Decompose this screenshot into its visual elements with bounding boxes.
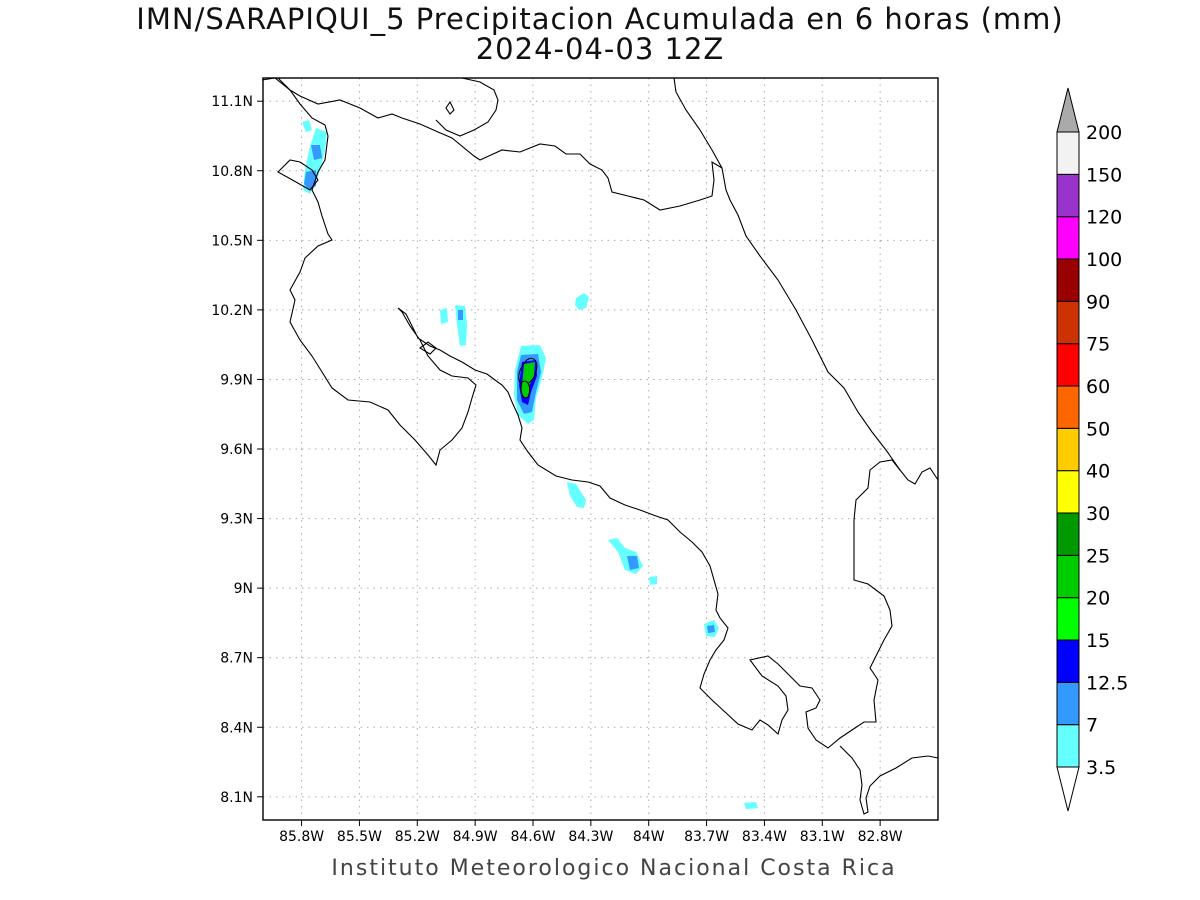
colorbar-label: 30 bbox=[1086, 503, 1110, 525]
precip-cell-northwest bbox=[302, 120, 327, 194]
colorbar-swatch bbox=[1056, 343, 1080, 387]
coastline-pacific bbox=[277, 77, 939, 749]
coastline-nw-peninsula bbox=[277, 159, 319, 191]
colorbar-under-arrow bbox=[1056, 766, 1080, 812]
x-tick-label: 83.1W bbox=[800, 829, 845, 845]
x-tick-label: 84.3W bbox=[568, 829, 613, 845]
colorbar-swatch bbox=[1056, 554, 1080, 599]
x-axis-ticks: 85.8W 85.5W 85.2W 84.9W 84.6W 84.3W 84W 83.7W 83… bbox=[279, 820, 903, 845]
y-tick-label: 10.5N bbox=[211, 233, 253, 249]
colorbar-label: 200 bbox=[1086, 122, 1122, 144]
colorbar-swatch bbox=[1056, 470, 1080, 514]
colorbar-label: 90 bbox=[1086, 291, 1110, 313]
y-axis-ticks: 11.1N 10.8N 10.5N 10.2N 9.9N 9.6N 9.3N 9N 8.7N 8.… bbox=[211, 94, 263, 806]
coastline-inner-gulf bbox=[419, 341, 437, 355]
map-frame bbox=[262, 77, 939, 821]
colorbar: 3.5 7 12.5 15 20 25 30 40 50 60 75 90 100 120 150 200 bbox=[1056, 87, 1128, 812]
map-grid bbox=[263, 78, 938, 820]
colorbar-swatch bbox=[1056, 173, 1080, 218]
x-tick-label: 82.8W bbox=[858, 829, 903, 845]
y-tick-label: 9N bbox=[234, 581, 253, 597]
colorbar-swatch bbox=[1056, 512, 1080, 556]
colorbar-label: 75 bbox=[1086, 334, 1110, 356]
colorbar-swatch bbox=[1056, 597, 1080, 641]
coastline-caribbean bbox=[261, 77, 901, 471]
precipitation-areas bbox=[302, 120, 758, 809]
x-tick-label: 85.5W bbox=[337, 829, 382, 845]
colorbar-swatch bbox=[1056, 131, 1080, 175]
colorbar-label: 120 bbox=[1086, 207, 1122, 229]
colorbar-label: 15 bbox=[1086, 630, 1110, 652]
precip-cell-small-north bbox=[440, 293, 589, 346]
y-tick-label: 10.8N bbox=[211, 164, 253, 180]
colorbar-label: 40 bbox=[1086, 461, 1110, 483]
x-tick-label: 84.9W bbox=[453, 829, 498, 845]
y-tick-label: 8.7N bbox=[220, 651, 253, 667]
colorbar-label: 12.5 bbox=[1086, 672, 1128, 694]
x-tick-label: 84.6W bbox=[510, 829, 555, 845]
y-tick-label: 9.3N bbox=[220, 512, 253, 528]
credit-footer: Instituto Meteorologico Nacional Costa R… bbox=[331, 856, 897, 881]
chart-title: IMN/SARAPIQUI_5 Precipitacion Acumulada … bbox=[136, 2, 1064, 36]
chart-subtitle: 2024-04-03 12Z bbox=[475, 32, 725, 66]
colorbar-swatch bbox=[1056, 300, 1080, 345]
colorbar-label: 3.5 bbox=[1086, 757, 1116, 779]
precip-cell-central-max bbox=[514, 345, 546, 424]
x-tick-label: 84W bbox=[633, 829, 665, 845]
y-tick-label: 10.2N bbox=[211, 303, 253, 319]
colorbar-swatch bbox=[1056, 639, 1080, 683]
coastline-north-bay bbox=[435, 77, 499, 137]
colorbar-label: 150 bbox=[1086, 164, 1122, 186]
colorbar-swatch bbox=[1056, 724, 1080, 768]
x-tick-label: 85.2W bbox=[395, 829, 440, 845]
colorbar-label: 7 bbox=[1086, 715, 1098, 737]
y-tick-label: 9.6N bbox=[220, 442, 253, 458]
coastline-northeast bbox=[673, 77, 723, 169]
y-tick-label: 8.1N bbox=[220, 790, 253, 806]
coastline-panama bbox=[839, 745, 939, 815]
y-tick-label: 11.1N bbox=[211, 94, 253, 110]
colorbar-swatch bbox=[1056, 681, 1080, 726]
x-tick-label: 85.8W bbox=[279, 829, 324, 845]
coastline-lake bbox=[445, 100, 455, 115]
x-tick-label: 83.4W bbox=[742, 829, 787, 845]
y-tick-label: 9.9N bbox=[220, 372, 253, 388]
colorbar-label: 60 bbox=[1086, 376, 1110, 398]
colorbar-label: 20 bbox=[1086, 588, 1110, 610]
colorbar-swatch bbox=[1056, 216, 1080, 260]
x-tick-label: 83.7W bbox=[684, 829, 729, 845]
colorbar-over-arrow bbox=[1056, 87, 1080, 133]
colorbar-label: 25 bbox=[1086, 545, 1110, 567]
coastline bbox=[261, 77, 939, 815]
colorbar-swatch bbox=[1056, 385, 1080, 429]
colorbar-swatch bbox=[1056, 258, 1080, 302]
precip-cell-southeast bbox=[567, 482, 758, 809]
colorbar-label: 50 bbox=[1086, 418, 1110, 440]
colorbar-label: 100 bbox=[1086, 249, 1122, 271]
y-tick-label: 8.4N bbox=[220, 720, 253, 736]
colorbar-swatch bbox=[1056, 427, 1080, 472]
